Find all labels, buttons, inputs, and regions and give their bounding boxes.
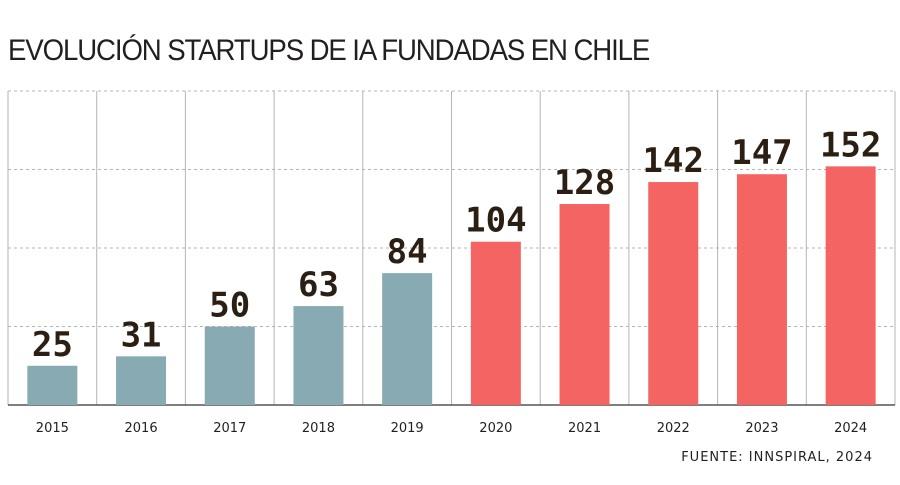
value-label-layer: 25 31 50 63 84 104 128 142 147 152 xyxy=(32,125,881,364)
value-label-2023: 147 xyxy=(731,133,792,173)
bar-2016 xyxy=(116,356,167,405)
x-tick-2023: 2023 xyxy=(745,421,778,436)
bar-2021 xyxy=(559,204,610,405)
value-label-2017: 50 xyxy=(209,286,250,326)
x-tick-2018: 2018 xyxy=(302,421,335,436)
bar-layer xyxy=(27,166,876,405)
bar-2018 xyxy=(293,306,344,405)
value-label-2015: 25 xyxy=(32,325,73,365)
value-label-2020: 104 xyxy=(465,201,526,241)
value-label-2019: 84 xyxy=(387,232,428,272)
value-label-2016: 31 xyxy=(121,315,162,355)
x-tick-2021: 2021 xyxy=(568,421,601,436)
x-tick-layer: 2015 2016 2017 2018 2019 2020 2021 2022 2023 2024 xyxy=(36,421,867,436)
x-tick-2022: 2022 xyxy=(657,421,690,436)
bar-2015 xyxy=(27,365,78,405)
value-label-2024: 152 xyxy=(820,125,881,165)
x-tick-2024: 2024 xyxy=(834,421,867,436)
value-label-2021: 128 xyxy=(554,163,615,203)
x-tick-2020: 2020 xyxy=(479,421,512,436)
x-tick-2016: 2016 xyxy=(125,421,158,436)
bar-2020 xyxy=(470,241,521,405)
bar-2019 xyxy=(382,273,433,405)
source-note: FUENTE: INNSPIRAL, 2024 xyxy=(681,450,873,465)
bar-2023 xyxy=(736,174,787,405)
x-tick-2015: 2015 xyxy=(36,421,69,436)
bar-2022 xyxy=(648,182,699,405)
value-label-2018: 63 xyxy=(298,265,339,305)
chart-title: EVOLUCIÓN STARTUPS DE IA FUNDADAS EN CHI… xyxy=(8,34,650,67)
value-label-2022: 142 xyxy=(643,141,704,181)
bar-2017 xyxy=(204,326,255,405)
bar-2024 xyxy=(825,166,876,405)
x-tick-2017: 2017 xyxy=(213,421,246,436)
x-tick-2019: 2019 xyxy=(391,421,424,436)
